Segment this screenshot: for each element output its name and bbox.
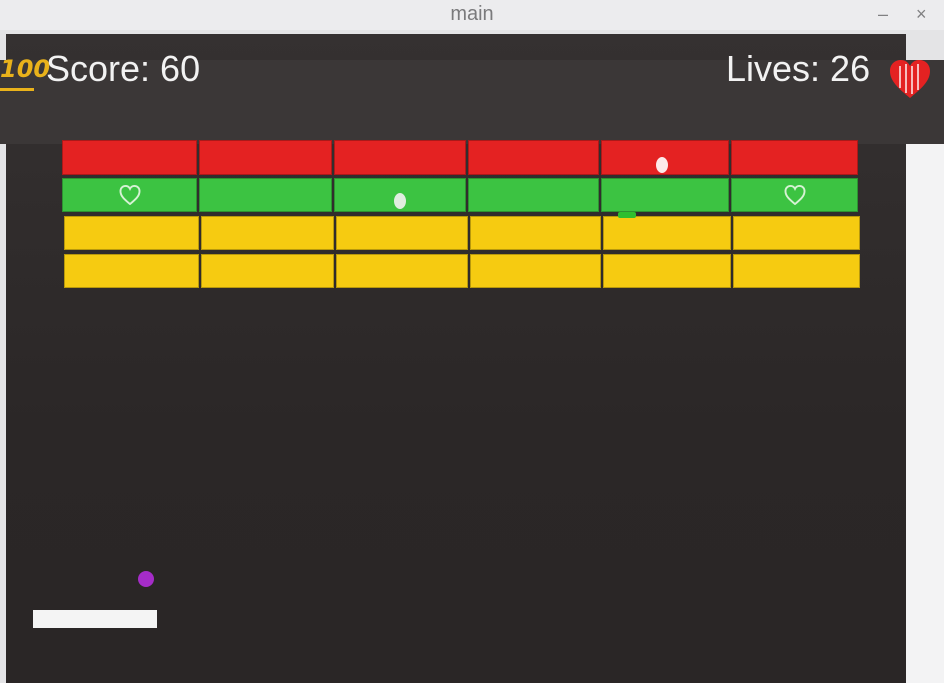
brick-green (731, 178, 858, 212)
bonus-ball (656, 157, 668, 173)
title-bar: main – × (0, 0, 944, 30)
brick-yellow (336, 216, 468, 250)
brick-yellow (733, 216, 860, 250)
brick-yellow (470, 216, 601, 250)
heart-powerup-icon (784, 185, 805, 205)
brick-green (199, 178, 332, 212)
lives-label: Lives: 26 (726, 48, 871, 89)
ball (138, 571, 154, 587)
score-label: Score: 60 (46, 48, 201, 89)
brick-red (199, 140, 332, 175)
window-frame (906, 90, 944, 683)
brick-yellow (603, 216, 731, 250)
minimize-button[interactable]: – (878, 4, 889, 24)
brick-yellow (470, 254, 601, 288)
hundred-points-icon: 100 (0, 52, 50, 91)
brick-yellow (603, 254, 731, 288)
brick-yellow (733, 254, 860, 288)
bonus-ball (394, 193, 406, 209)
window-title: main (450, 3, 494, 25)
brick-green (601, 178, 729, 212)
heart-powerup-icon (119, 185, 140, 205)
hud-bar (0, 60, 944, 144)
brick-yellow (64, 254, 199, 288)
paddle[interactable] (33, 610, 157, 628)
brick-yellow (336, 254, 468, 288)
brick-green (468, 178, 599, 212)
brick-red (468, 140, 599, 175)
heart-icon (890, 60, 930, 98)
brick-yellow (201, 216, 334, 250)
brick-red (62, 140, 197, 175)
brick-red (731, 140, 858, 175)
close-button[interactable]: × (916, 4, 927, 24)
brick-yellow (64, 216, 199, 250)
brick-yellow (201, 254, 334, 288)
falling-item (618, 212, 636, 218)
brick-red (334, 140, 466, 175)
brick-green (62, 178, 197, 212)
